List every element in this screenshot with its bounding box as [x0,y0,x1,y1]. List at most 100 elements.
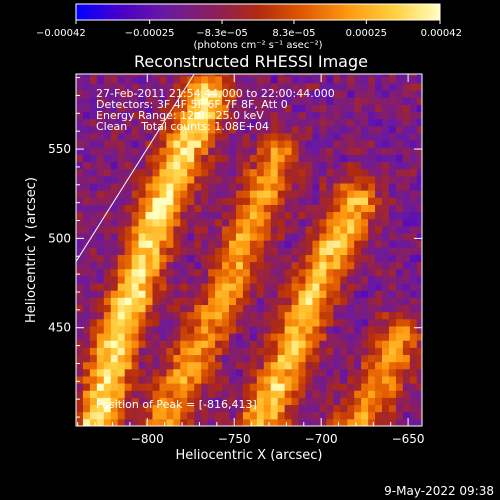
heatmap-cell [375,154,383,163]
heatmap-cell [180,204,188,213]
heatmap-cell [291,411,300,420]
heatmap-cell [208,304,216,313]
heatmap-cell [215,90,223,98]
heatmap-cell [319,318,327,327]
heatmap-cell [409,154,418,163]
heatmap-cell [152,82,160,91]
heatmap-cell [340,74,348,77]
heatmap-cell [312,118,320,127]
heatmap-cell [229,204,237,213]
heatmap-cell [222,254,230,263]
heatmap-cell [375,375,383,384]
heatmap-cell [180,368,188,377]
heatmap-cell [124,297,133,305]
heatmap-cell [152,204,160,213]
heatmap-cell [152,182,160,191]
heatmap-cell [103,390,112,398]
heatmap-cell [89,404,98,413]
heatmap-cell [159,147,167,155]
heatmap-cell [388,82,397,91]
heatmap-cell [138,290,147,298]
heatmap-cell [402,261,411,270]
heatmap-cell [368,74,376,77]
heatmap-cell [270,197,279,205]
heatmap-cell [173,347,181,356]
heatmap-cell [145,104,153,113]
heatmap-cell [333,283,341,291]
heatmap-cell [416,283,422,291]
heatmap-cell [416,318,422,327]
heatmap-cell [305,247,313,255]
heatmap-cell [326,354,334,363]
heatmap-cell [103,104,112,113]
heatmap-cell [103,304,112,313]
heatmap-cell [395,397,404,406]
heatmap-cell [375,304,383,313]
heatmap-cell [319,361,327,370]
heatmap-cell [388,368,397,377]
heatmap-cell [277,218,286,227]
heatmap-cell [333,304,341,313]
heatmap-cell [305,397,313,406]
heatmap-cell [103,132,112,141]
heatmap-cell [416,218,422,227]
heatmap-cell [291,283,300,291]
heatmap-cell [117,261,126,270]
heatmap-cell [409,375,418,384]
heatmap-cell [388,361,397,370]
heatmap-cell [263,354,272,363]
heatmap-cell [409,125,418,134]
heatmap-cell [201,190,209,198]
heatmap-cell [215,297,223,305]
heatmap-cell [347,368,355,377]
heatmap-cell [277,340,286,348]
heatmap-cell [145,82,153,91]
heatmap-cell [333,182,341,191]
heatmap-cell [395,190,404,198]
heatmap-cell [347,197,355,205]
heatmap-cell [361,275,369,284]
heatmap-cell [395,161,404,170]
heatmap-cell [235,261,244,270]
heatmap-cell [187,275,195,284]
heatmap-cell [256,261,265,270]
heatmap-cell [249,404,258,413]
heatmap-cell [145,175,153,184]
heatmap-cell [166,340,174,348]
heatmap-cell [298,125,306,134]
heatmap-cell [402,404,411,413]
heatmap-cell [131,333,140,341]
heatmap-cell [382,75,390,84]
heatmap-cell [340,190,348,198]
heatmap-cell [333,418,341,426]
heatmap-cell [347,411,355,420]
heatmap-cell [347,90,355,98]
heatmap-cell [402,111,411,120]
heatmap-cell [110,161,119,170]
heatmap-cell [326,161,334,170]
heatmap-cell [235,375,244,384]
heatmap-cell [124,404,133,413]
heatmap-cell [152,211,160,220]
heatmap-cell [388,333,397,341]
heatmap-cell [131,74,140,77]
heatmap-cell [333,333,341,341]
heatmap-cell [138,118,147,127]
heatmap-cell [340,82,348,91]
heatmap-cell [256,211,265,220]
heatmap-cell [117,283,126,291]
heatmap-cell [409,161,418,170]
heatmap-cell [256,375,265,384]
heatmap-cell [284,304,293,313]
heatmap-cell [235,90,244,98]
heatmap-cell [194,90,202,98]
heatmap-cell [138,397,147,406]
heatmap-cell [354,125,362,134]
heatmap-cell [333,318,341,327]
heatmap-cell [382,383,390,391]
heatmap-cell [117,118,126,127]
heatmap-cell [166,297,174,305]
heatmap-cell [312,75,320,84]
heatmap-cell [194,218,202,227]
heatmap-cell [82,140,91,148]
